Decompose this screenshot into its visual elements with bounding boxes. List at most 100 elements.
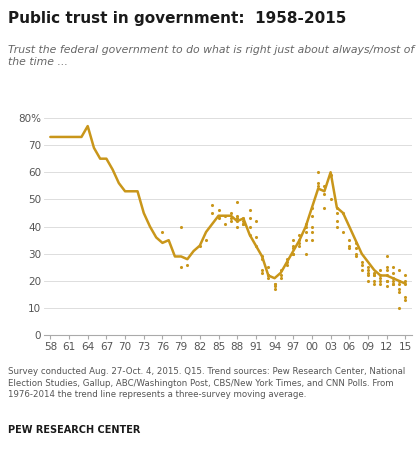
Point [402,297,409,304]
Point [383,264,390,271]
Point [203,237,210,244]
Point [396,288,402,295]
Point [228,209,234,216]
Point [365,266,371,274]
Point [402,280,409,287]
Point [234,215,241,222]
Point [209,201,215,208]
Point [246,215,253,222]
Point [221,212,228,219]
Point [396,305,402,312]
Point [240,215,247,222]
Point [390,269,396,276]
Point [240,220,247,228]
Point [246,223,253,230]
Point [302,229,309,236]
Point [184,261,191,268]
Point [302,237,309,244]
Point [252,217,259,225]
Point [309,204,315,211]
Point [352,239,359,247]
Point [327,171,334,179]
Point [377,272,384,279]
Point [390,264,396,271]
Point [371,277,378,284]
Point [333,209,340,216]
Point [402,277,409,284]
Point [309,223,315,230]
Text: Public trust in government:  1958-2015: Public trust in government: 1958-2015 [8,11,347,26]
Point [390,274,396,282]
Point [321,182,328,189]
Point [371,272,378,279]
Point [396,285,402,292]
Point [278,266,284,274]
Point [365,264,371,271]
Point [396,280,402,287]
Point [352,245,359,252]
Point [309,212,315,219]
Point [284,256,290,263]
Point [383,277,390,284]
Point [302,220,309,228]
Point [396,277,402,284]
Point [402,272,409,279]
Point [234,212,241,219]
Point [390,280,396,287]
Point [302,250,309,257]
Point [252,242,259,249]
Point [296,242,303,249]
Point [296,231,303,239]
Point [252,234,259,241]
Point [178,223,184,230]
Point [240,217,247,225]
Point [309,237,315,244]
Point [240,220,247,228]
Point [178,264,184,271]
Point [346,242,353,249]
Point [396,266,402,274]
Point [302,223,309,230]
Point [333,217,340,225]
Point [259,256,265,263]
Point [383,253,390,260]
Point [377,274,384,282]
Point [215,212,222,219]
Point [246,231,253,239]
Point [402,293,409,301]
Point [383,272,390,279]
Point [321,204,328,211]
Point [346,245,353,252]
Point [209,209,215,216]
Point [215,207,222,214]
Point [358,261,365,268]
Point [315,182,322,189]
Point [377,266,384,274]
Point [290,237,297,244]
Point [271,285,278,292]
Point [234,217,241,225]
Point [333,223,340,230]
Point [278,274,284,282]
Point [290,250,297,257]
Point [234,198,241,206]
Text: Trust the federal government to do what is right just about always/most of
the t: Trust the federal government to do what … [8,45,415,67]
Point [259,269,265,276]
Point [340,229,346,236]
Point [265,264,272,271]
Point [159,229,166,236]
Point [221,220,228,228]
Point [246,207,253,214]
Point [358,266,365,274]
Text: Survey conducted Aug. 27-Oct. 4, 2015. Q15. Trend sources: Pew Research Center, : Survey conducted Aug. 27-Oct. 4, 2015. Q… [8,367,406,399]
Point [377,277,384,284]
Point [290,250,297,257]
Point [346,237,353,244]
Point [228,215,234,222]
Point [296,237,303,244]
Point [390,277,396,284]
Point [358,258,365,265]
Point [228,217,234,225]
Point [265,272,272,279]
Point [315,169,322,176]
